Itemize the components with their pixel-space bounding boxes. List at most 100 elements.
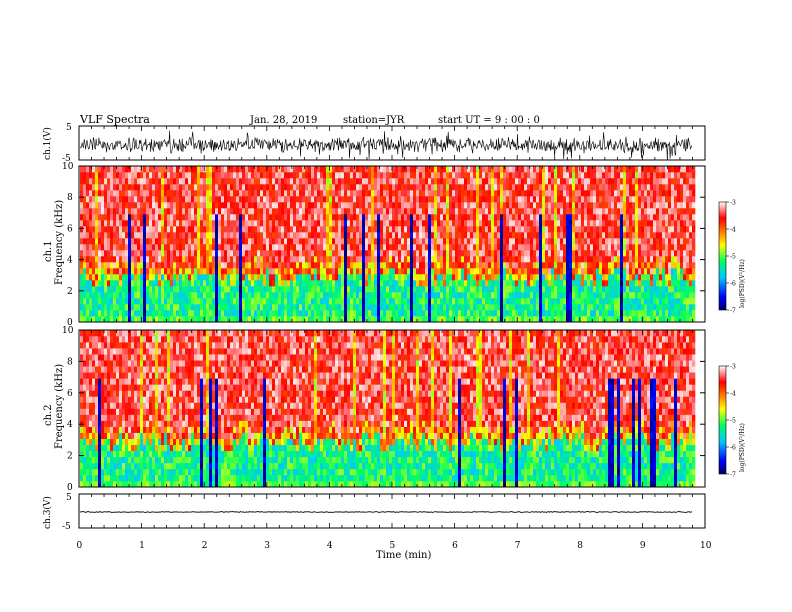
spectrogram-cell <box>134 310 138 317</box>
spectrogram-cell <box>407 184 411 191</box>
spectrogram-cell <box>584 196 588 203</box>
spectrogram-cell <box>440 250 444 257</box>
spectrogram-cell <box>602 208 606 215</box>
spectrogram-cell <box>185 196 189 203</box>
spectrogram-cell <box>359 262 363 269</box>
spectrogram-cell <box>281 202 285 209</box>
spectrogram-cell <box>362 274 366 281</box>
spectrogram-cell <box>347 316 351 323</box>
spectrogram-cell <box>80 286 84 293</box>
spectrogram-cell <box>230 238 234 245</box>
spectrogram-cell <box>569 184 573 191</box>
spectrogram-cell <box>455 298 459 305</box>
spectrogram-cell <box>416 220 420 227</box>
spectrogram-cell <box>470 250 474 257</box>
spectrogram-cell <box>209 178 213 185</box>
spectrogram-cell <box>368 310 372 317</box>
spectrogram-cell <box>572 310 576 317</box>
spectrogram-cell <box>341 256 345 263</box>
spectrogram-cell <box>137 286 141 293</box>
spectrogram-cell <box>539 178 543 185</box>
spectrogram-cell <box>398 304 402 311</box>
spectrogram-cell <box>143 268 147 275</box>
spectrogram-cell <box>260 280 264 287</box>
spectrogram-cell <box>596 190 600 197</box>
spectrogram-cell <box>326 238 330 245</box>
spectrogram-cell <box>158 316 162 323</box>
spectrogram-cell <box>119 166 123 173</box>
spectrogram-cell <box>83 256 87 263</box>
spectrogram-cell <box>110 274 114 281</box>
spectrogram-cell <box>470 244 474 251</box>
spectrogram-cell <box>500 220 504 227</box>
spectrogram-cell <box>80 196 84 203</box>
spectrogram-cell <box>566 262 570 269</box>
spectrogram-cell <box>89 220 93 227</box>
spectrogram-cell <box>362 202 366 209</box>
spectrogram-cell <box>563 280 567 287</box>
spectrogram-cell <box>104 190 108 197</box>
spectrogram-cell <box>89 268 93 275</box>
spectrogram-cell <box>398 292 402 299</box>
spectrogram-cell <box>383 250 387 257</box>
spectrogram-cell <box>284 184 288 191</box>
spectrogram-cell <box>299 190 303 197</box>
spectrogram-cell <box>557 238 561 245</box>
spectrogram-cell <box>302 172 306 179</box>
spectrogram-cell <box>341 202 345 209</box>
spectrogram-cell <box>278 298 282 305</box>
spectrogram-cell <box>206 238 210 245</box>
spectrogram-cell <box>227 310 231 317</box>
spectrogram-cell <box>173 178 177 185</box>
spectrogram-cell <box>401 280 405 287</box>
spectrogram-cell <box>173 214 177 221</box>
spectrogram-cell <box>104 304 108 311</box>
spectrogram-cell <box>449 184 453 191</box>
spectrogram-cell <box>476 262 480 269</box>
spectrogram-cell <box>401 166 405 173</box>
spectrogram-cell <box>575 172 579 179</box>
spectrogram-cell <box>536 196 540 203</box>
spectrogram-cell <box>359 256 363 263</box>
spectrogram-cell <box>605 172 609 179</box>
spectrogram-cell <box>626 316 630 323</box>
spectrogram-cell <box>533 274 537 281</box>
spectrogram-cell <box>590 232 594 239</box>
spectrogram-cell <box>161 226 165 233</box>
spectrogram-cell <box>443 184 447 191</box>
spectrogram-cell <box>434 196 438 203</box>
spectrogram-cell <box>194 166 198 173</box>
spectrogram-cell <box>314 292 318 299</box>
spectrogram-cell <box>485 268 489 275</box>
spectrogram-cell <box>404 250 408 257</box>
spectrogram-cell <box>476 208 480 215</box>
spectrogram-cell <box>506 220 510 227</box>
spectrogram-cell <box>602 172 606 179</box>
spectrogram-cell <box>593 304 597 311</box>
spectrogram-cell <box>263 184 267 191</box>
spectrogram-cell <box>488 292 492 299</box>
spectrogram-cell <box>344 244 348 251</box>
spectrogram-cell <box>434 250 438 257</box>
spectrogram-cell <box>281 274 285 281</box>
spectrogram-cell <box>512 208 516 215</box>
spectrogram-cell <box>197 268 201 275</box>
spectrogram-cell <box>131 286 135 293</box>
spectrogram-cell <box>374 244 378 251</box>
start-ut-label: start UT = 9 : 00 : 0 <box>438 115 540 126</box>
spectrogram-cell <box>623 304 627 311</box>
spectrogram-cell <box>275 226 279 233</box>
spectrogram-cell <box>308 196 312 203</box>
spectrogram-cell <box>500 280 504 287</box>
spectrogram-cell <box>335 268 339 275</box>
spectrogram-cell <box>221 172 225 179</box>
spectrogram-cell <box>629 232 633 239</box>
spectrogram-cell <box>362 208 366 215</box>
spectrogram-cell <box>587 202 591 209</box>
spectrogram-cell <box>233 310 237 317</box>
spectrogram-cell <box>581 268 585 275</box>
spectrogram-cell <box>563 256 567 263</box>
spectrogram-cell <box>491 256 495 263</box>
spectrogram-cell <box>236 232 240 239</box>
spectrogram-cell <box>86 292 90 299</box>
